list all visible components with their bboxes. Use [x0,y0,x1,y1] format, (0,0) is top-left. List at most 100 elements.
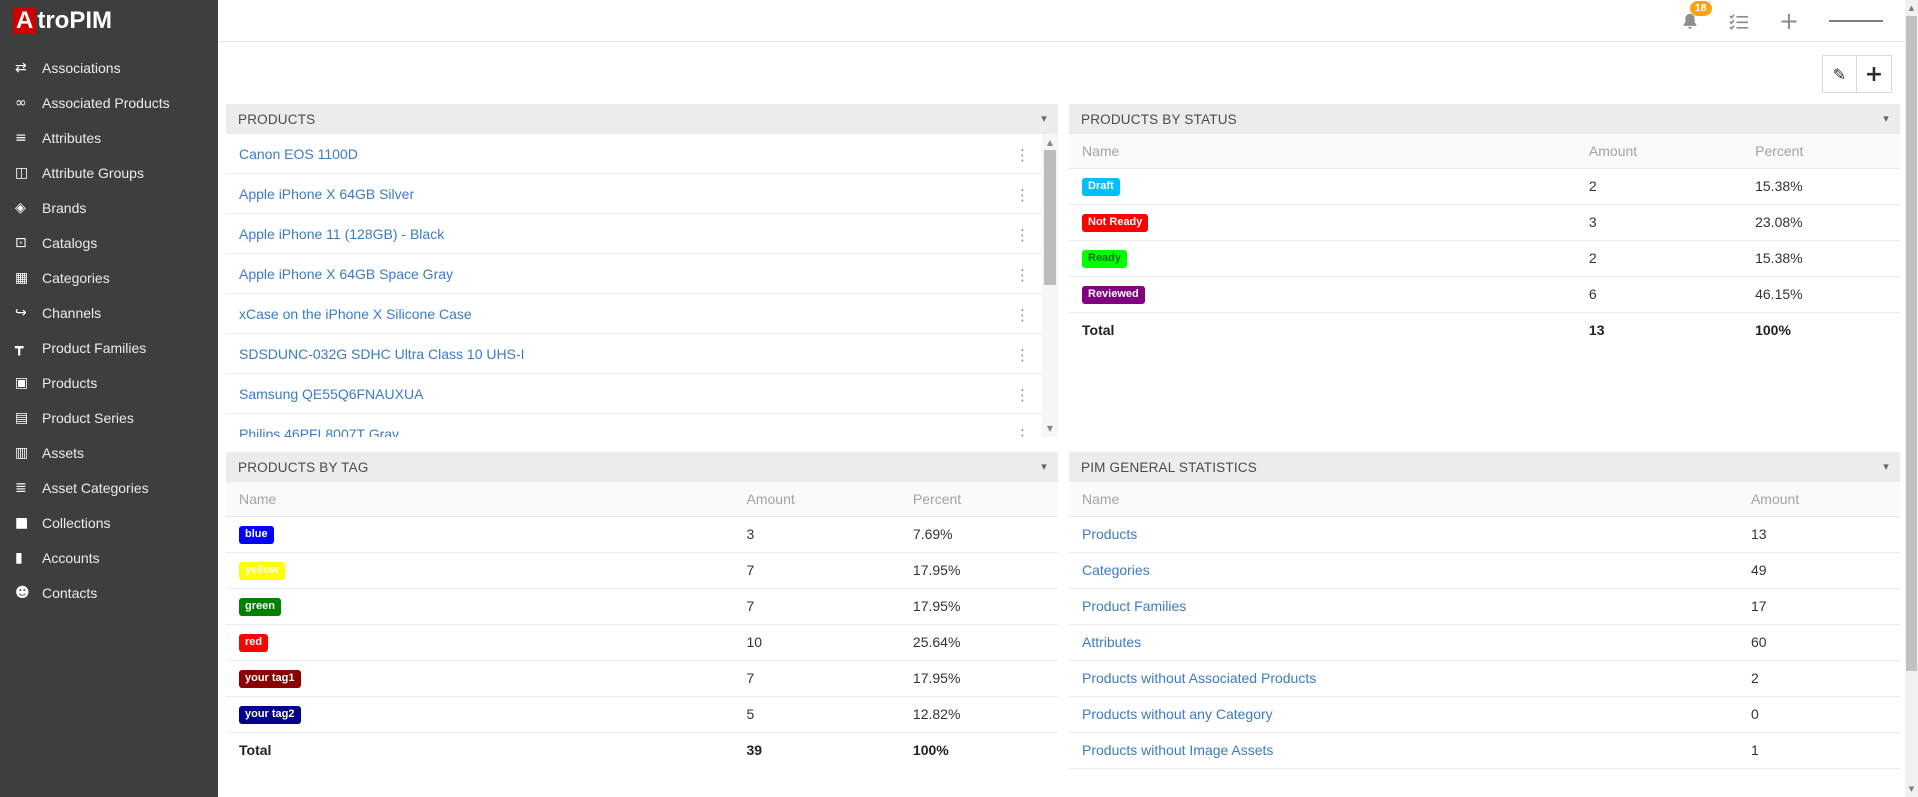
percent-cell: 15.38% [1742,168,1900,205]
sidebar-item-collections[interactable]: ■ Collections [0,505,218,540]
sidebar-item-label: Assets [42,444,85,461]
collections-icon: ■ [15,514,29,531]
sidebar-item-label: Contacts [42,584,98,601]
name-cell: Attributes [1069,624,1738,661]
dashlet-menu-caret[interactable]: ▾ [1883,112,1889,125]
sidebar-item-asset-categories[interactable]: ≣ Asset Categories [0,470,218,505]
product-link[interactable]: Samsung QE55Q6FNAUXUA [239,385,424,402]
tag-badge: your tag1 [239,669,301,688]
status-badge: Not Ready [1082,213,1149,232]
sidebar-item-label: Brands [42,199,87,216]
row-menu-icon[interactable]: ⋮ [1015,386,1030,404]
table-row: Draft 2 15.38% [1069,168,1900,205]
edit-dashboard-button[interactable]: ✎ [1822,55,1857,93]
quick-create-button[interactable]: + [1779,9,1799,33]
sidebar-item-product-series[interactable]: ▤ Product Series [0,400,218,435]
name-cell: your tag1 [226,660,734,697]
amount-cell: 7 [733,552,900,589]
sidebar-item-label: Channels [42,304,102,321]
sidebar-item-categories[interactable]: ▦ Categories [0,260,218,295]
row-menu-icon[interactable]: ⋮ [1015,346,1030,364]
dashlet-menu-caret[interactable]: ▾ [1041,460,1047,473]
add-dashlet-button[interactable]: + [1857,55,1892,93]
sidebar-item-product-families[interactable]: ┳ Product Families [0,330,218,365]
product-link[interactable]: Canon EOS 1100D [239,145,358,162]
sidebar-item-label: Product Series [42,409,134,426]
name-cell: Categories [1069,552,1738,589]
notifications-button[interactable]: 18 [1681,0,1712,31]
column-header: Name [1069,134,1576,169]
products-icon: ▣ [15,374,29,391]
dashlet-title: PIM GENERAL STATISTICS [1081,459,1257,475]
asset-categories-icon: ≣ [15,479,27,496]
row-menu-icon[interactable]: ⋮ [1015,426,1030,437]
row-menu-icon[interactable]: ⋮ [1015,146,1030,164]
amount-cell: 60 [1737,624,1900,661]
accounts-icon: ▮ [15,549,23,566]
row-menu-icon[interactable]: ⋮ [1015,186,1030,204]
sidebar-item-label: Attribute Groups [42,164,144,181]
global-menu-button[interactable] [1829,17,1883,26]
sidebar-item-label: Catalogs [42,234,98,251]
stat-link-products[interactable]: Products [1082,526,1138,542]
dashlet-title: PRODUCTS [238,111,316,127]
dashlet-products-by-status: PRODUCTS BY STATUS ▾ Name Amount Percent D… [1069,104,1900,437]
table-row: Ready 2 15.38% [1069,240,1900,277]
product-link[interactable]: SDSDUNC-032G SDHC Ultra Class 10 UHS-I [239,345,525,362]
row-menu-icon[interactable]: ⋮ [1015,266,1030,284]
scrollbar-thumb[interactable] [1044,150,1056,285]
sidebar-item-associated-products[interactable]: ∞ Associated Products [0,85,218,120]
table-row: blue 3 7.69% [226,516,1058,553]
sidebar-item-catalogs[interactable]: ⊡ Catalogs [0,225,218,260]
amount-cell: 13 [1737,516,1900,553]
sidebar-item-products[interactable]: ▣ Products [0,365,218,400]
stat-link-products-without-any-category[interactable]: Products without any Category [1082,706,1273,722]
sidebar-item-attributes[interactable]: ≡ Attributes [0,120,218,155]
dashlet-menu-caret[interactable]: ▾ [1883,460,1889,473]
assets-icon: ▥ [15,444,29,461]
sidebar-item-contacts[interactable]: ☻ Contacts [0,575,218,610]
dashlet-header: PRODUCTS ▾ [226,104,1058,134]
sidebar-item-brands[interactable]: ◈ Brands [0,190,218,225]
product-link[interactable]: Apple iPhone X 64GB Space Gray [239,265,454,282]
logo-a-mark: A [13,8,37,34]
tag-badge: green [239,597,281,616]
scroll-down-icon[interactable]: ▼ [1046,424,1054,433]
row-menu-icon[interactable]: ⋮ [1015,306,1030,324]
dashlet-menu-caret[interactable]: ▾ [1041,112,1047,125]
stat-link-categories[interactable]: Categories [1082,562,1150,578]
product-link[interactable]: xCase on the iPhone X Silicone Case [239,305,472,322]
column-header: Amount [733,482,900,517]
product-link[interactable]: Apple iPhone X 64GB Silver [239,185,415,202]
percent-cell: 25.64% [899,624,1058,661]
sidebar-item-channels[interactable]: ↪ Channels [0,295,218,330]
table-row: Products without Image Assets 1 [1069,732,1900,769]
row-menu-icon[interactable]: ⋮ [1015,226,1030,244]
sidebar-item-attribute-groups[interactable]: ◫ Attribute Groups [0,155,218,190]
sidebar-item-assets[interactable]: ▥ Assets [0,435,218,470]
sidebar-item-associations[interactable]: ⇄ Associations [0,50,218,85]
table-row: Product Families 17 [1069,588,1900,625]
scroll-up-icon[interactable]: ▲ [1908,4,1915,12]
stat-link-product-families[interactable]: Product Families [1082,598,1187,614]
stat-link-attributes[interactable]: Attributes [1082,634,1142,650]
product-link[interactable]: Philips 46PFL8007T Gray [239,425,400,438]
quick-list-button[interactable] [1729,13,1749,30]
scrollbar-thumb[interactable] [1906,16,1917,671]
product-row: Philips 46PFL8007T Gray ⋮ [226,414,1058,438]
product-link[interactable]: Apple iPhone 11 (128GB) - Black [239,225,445,242]
scroll-up-icon[interactable]: ▲ [1046,138,1054,147]
product-row: Samsung QE55Q6FNAUXUA ⋮ [226,374,1058,414]
dashlet-header: PRODUCTS BY TAG ▾ [226,452,1058,482]
scroll-down-icon[interactable]: ▼ [1908,785,1915,793]
name-cell: Product Families [1069,588,1738,625]
sidebar-item-accounts[interactable]: ▮ Accounts [0,540,218,575]
stat-link-products-without-image-assets[interactable]: Products without Image Assets [1082,742,1274,758]
name-cell: Products without any Category [1069,696,1738,733]
percent-cell: 12.82% [899,696,1058,733]
products-scrollbar: ▲ ▼ [1042,134,1058,437]
amount-cell: 3 [733,516,900,553]
stat-link-products-without-associated-products[interactable]: Products without Associated Products [1082,670,1317,686]
percent-cell: 17.95% [899,660,1058,697]
